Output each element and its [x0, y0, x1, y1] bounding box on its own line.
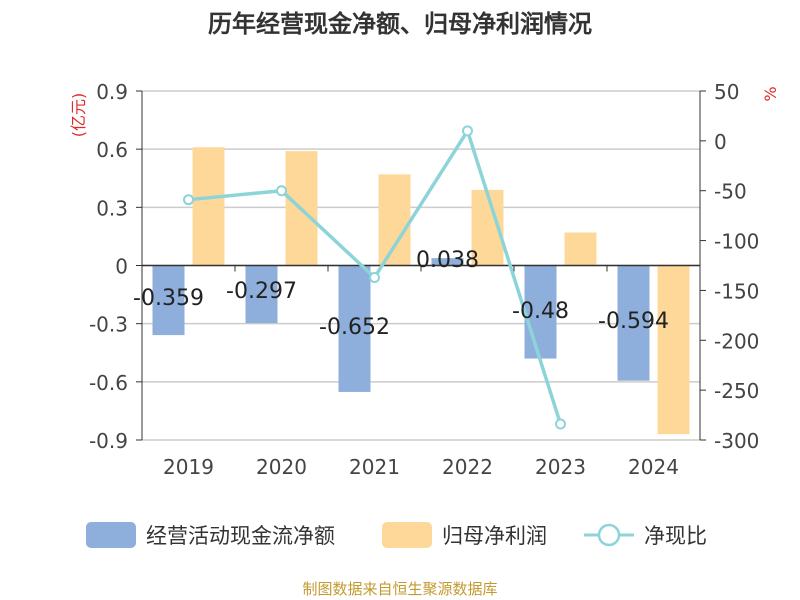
left-axis-unit: (亿元) [69, 93, 88, 138]
left-tick-label: -0.6 [89, 371, 128, 395]
cashflow-data-label: 0.038 [416, 248, 479, 273]
cashflow-bar [245, 265, 278, 324]
category-label: 2020 [256, 455, 307, 479]
chart-title: 历年经营现金净额、归母净利润情况 [208, 10, 592, 38]
category-label: 2023 [535, 455, 586, 479]
left-tick-label: 0.9 [96, 80, 128, 104]
left-tick-label: 0.3 [96, 196, 128, 220]
left-tick-label: -0.3 [89, 313, 128, 337]
cashflow-data-label: -0.359 [133, 286, 204, 311]
ratio-point [369, 271, 380, 283]
ratio-point [555, 418, 566, 430]
right-tick-label: -100 [714, 230, 759, 254]
legend-swatch-cashflow [86, 522, 136, 548]
cashflow-bar [431, 258, 464, 266]
cashflow-data-label: -0.594 [598, 309, 669, 334]
source-note: 制图数据来自恒生聚源数据库 [302, 580, 498, 598]
right-tick-label: -300 [714, 429, 759, 453]
cashflow-bar [152, 265, 185, 336]
left-tick-label: 0.6 [96, 138, 128, 162]
cashflow-bar [524, 265, 557, 359]
left-tick-label: 0 [115, 255, 128, 279]
ratio-point [276, 185, 287, 197]
category-label: 2022 [442, 455, 493, 479]
legend-marker-ratio [597, 523, 621, 547]
profit-bar [657, 265, 690, 435]
cashflow-data-label: -0.48 [512, 299, 569, 324]
category-label: 2019 [163, 455, 214, 479]
cashflow-bar [338, 265, 371, 392]
right-axis-unit: % [761, 86, 780, 101]
right-tick-label: 0 [714, 130, 727, 154]
right-tick-label: -200 [714, 329, 759, 353]
right-tick-label: -150 [714, 279, 759, 303]
profit-bar [378, 174, 411, 266]
category-label: 2024 [628, 455, 679, 479]
ratio-point [183, 194, 194, 206]
category-label: 2021 [349, 455, 400, 479]
legend-label-profit: 归母净利润 [442, 524, 547, 548]
profit-bar [192, 147, 225, 266]
right-tick-label: -50 [714, 180, 747, 204]
legend-label-cashflow: 经营活动现金流净额 [146, 524, 335, 548]
legend-swatch-profit [382, 522, 432, 548]
legend-label-ratio: 净现比 [644, 524, 707, 548]
profit-bar [564, 232, 597, 266]
ratio-point [462, 125, 473, 137]
right-tick-label: -250 [714, 379, 759, 403]
left-tick-label: -0.9 [89, 429, 128, 453]
cashflow-data-label: -0.652 [319, 315, 390, 340]
cashflow-data-label: -0.297 [226, 279, 297, 304]
cashflow-bar [617, 265, 650, 381]
right-tick-label: 50 [714, 80, 739, 104]
